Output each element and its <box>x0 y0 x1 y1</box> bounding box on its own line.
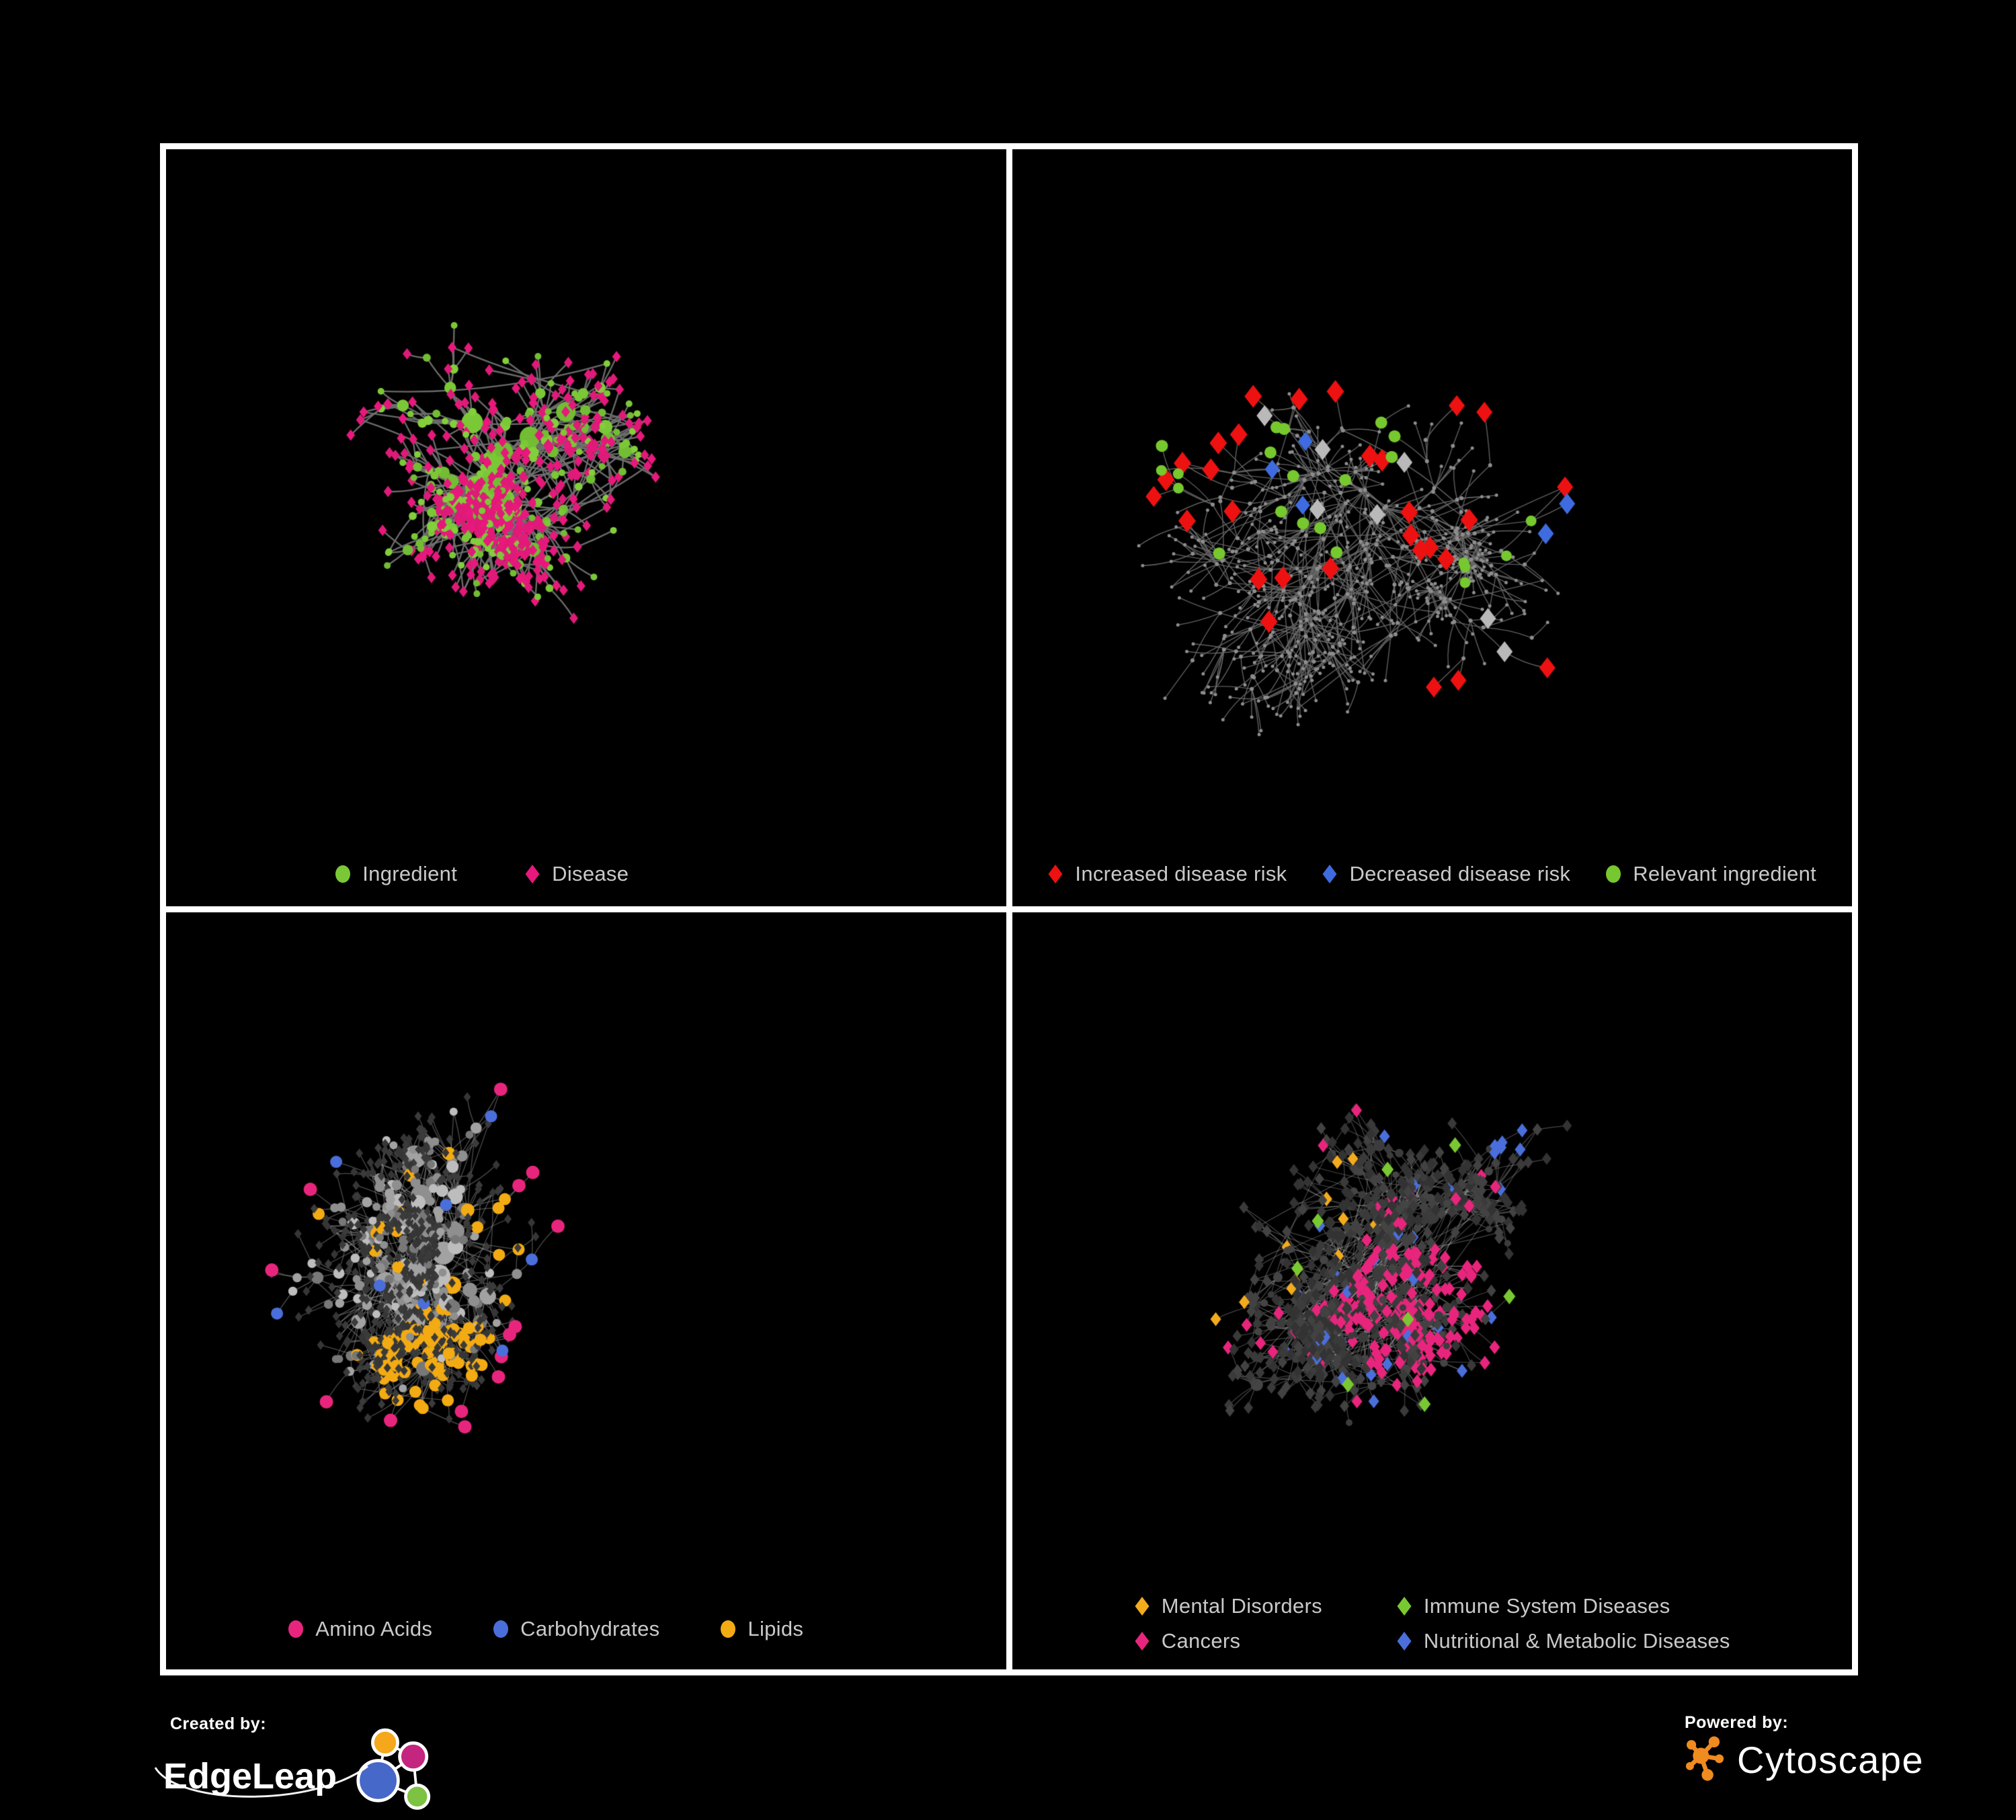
legend-label: Lipids <box>748 1617 804 1640</box>
panel-disease-class: Mental Disorders Immune System Diseases Ca… <box>1012 912 1853 1669</box>
circle-marker-icon <box>335 865 351 883</box>
legend-label: Carbohydrates <box>520 1617 660 1640</box>
legend-label: Relevant ingredient <box>1633 862 1817 885</box>
network-panels-grid: Ingredient Disease Increased disease risk… <box>160 143 1858 1675</box>
ingredient-disease-network-canvas <box>166 149 1006 906</box>
legend-item-nutritional-metabolic-diseases: Nutritional & Metabolic Diseases <box>1396 1629 1730 1653</box>
diamond-marker-icon <box>1397 1597 1412 1616</box>
legend-label: Immune System Diseases <box>1423 1594 1670 1618</box>
edgeleap-logo: Created by: EdgeLeap <box>154 1714 434 1819</box>
ingredient-disease-legend: Ingredient Disease <box>166 862 902 886</box>
nutrient-class-network-canvas <box>166 912 1006 1669</box>
legend-label: Increased disease risk <box>1075 862 1287 885</box>
disease-risk-legend: Increased disease risk Decreased disease … <box>1012 862 1853 886</box>
legend-item-cancers: Cancers <box>1134 1629 1241 1653</box>
disease-class-network-canvas <box>1012 912 1852 1669</box>
cytoscape-network-icon <box>1685 1736 1724 1781</box>
diamond-marker-icon <box>1048 865 1063 883</box>
circle-marker-icon <box>288 1620 304 1638</box>
legend-item-decreased-disease-risk: Decreased disease risk <box>1322 862 1570 886</box>
legend-item-relevant-ingredient: Relevant ingredient <box>1605 862 1816 886</box>
legend-item-amino-acids: Amino Acids <box>288 1617 432 1641</box>
disease-class-legend: Mental Disorders Immune System Diseases Ca… <box>1012 1594 1853 1653</box>
legend-label: Nutritional & Metabolic Diseases <box>1423 1629 1730 1653</box>
legend-item-increased-disease-risk: Increased disease risk <box>1047 862 1287 886</box>
panel-disease-risk: Increased disease risk Decreased disease … <box>1012 149 1853 906</box>
cytoscape-logo: Powered by: Cytoscape <box>1685 1713 1924 1784</box>
diamond-marker-icon <box>1135 1597 1150 1616</box>
legend-item-lipids: Lipids <box>720 1617 803 1641</box>
legend-item-immune-system-diseases: Immune System Diseases <box>1396 1594 1670 1618</box>
powered-by-label: Powered by: <box>1685 1713 1789 1732</box>
panel-ingredient-disease: Ingredient Disease <box>166 149 1006 906</box>
legend-label: Mental Disorders <box>1161 1594 1322 1618</box>
edgeleap-brand-row: EdgeLeap <box>154 1728 434 1819</box>
circle-marker-icon <box>1606 865 1621 883</box>
diamond-marker-icon <box>525 865 540 883</box>
legend-label: Decreased disease risk <box>1349 862 1571 885</box>
legend-item-mental-disorders: Mental Disorders <box>1134 1594 1322 1618</box>
nutrient-class-legend: Amino Acids Carbohydrates Lipids <box>166 1617 966 1641</box>
created-by-label: Created by: <box>170 1714 267 1733</box>
diamond-marker-icon <box>1397 1632 1412 1651</box>
legend-label: Disease <box>552 862 629 885</box>
circle-marker-icon <box>721 1620 736 1638</box>
legend-item-disease: Disease <box>524 862 629 886</box>
legend-label: Cancers <box>1161 1629 1241 1653</box>
panel-nutrient-class: Amino Acids Carbohydrates Lipids <box>166 912 1006 1669</box>
legend-item-carbohydrates: Carbohydrates <box>493 1617 659 1641</box>
diamond-marker-icon <box>1322 865 1337 883</box>
diamond-marker-icon <box>1135 1632 1150 1651</box>
legend-item-ingredient: Ingredient <box>335 862 457 886</box>
edgeleap-network-icon <box>356 1728 431 1810</box>
cytoscape-brand-name: Cytoscape <box>1737 1738 1925 1781</box>
disease-risk-network-canvas <box>1012 149 1852 906</box>
circle-marker-icon <box>493 1620 509 1638</box>
legend-label: Amino Acids <box>315 1617 433 1640</box>
cytoscape-brand-row: Cytoscape <box>1685 1735 1924 1784</box>
legend-label: Ingredient <box>362 862 458 885</box>
edgeleap-brand-name: EdgeLeap <box>163 1756 337 1796</box>
